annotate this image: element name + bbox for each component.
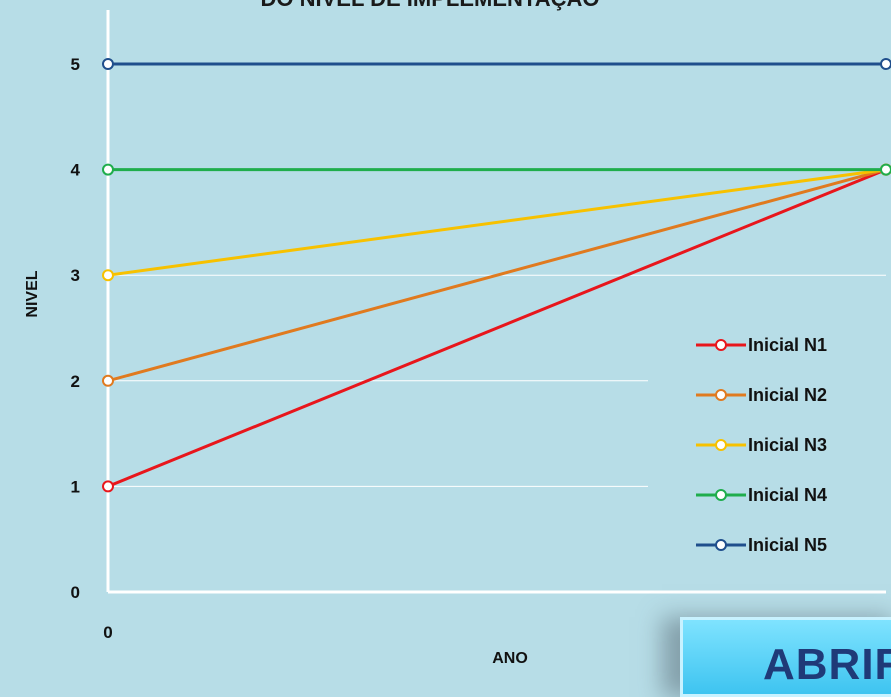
legend-marker-5 xyxy=(715,539,727,551)
data-point-s4-0 xyxy=(102,163,114,176)
legend-marker-3 xyxy=(715,439,727,451)
data-point-s4-1 xyxy=(880,163,891,176)
legend-label-3: Inicial N3 xyxy=(748,435,827,455)
data-point-s1-0 xyxy=(102,480,114,493)
y-tick-label-1: 1 xyxy=(71,477,80,496)
data-point-s5-0 xyxy=(102,58,114,70)
legend-marker-2 xyxy=(715,389,727,401)
y-tick-label-2: 2 xyxy=(71,372,80,391)
line-chart: 0 1 2 3 4 5 0 Inicial N1 Inicial N2 Inicial N3 Ini… xyxy=(71,10,891,642)
y-tick-label-0: 0 xyxy=(71,583,80,602)
chart-title: DO NÍVEL DE IMPLEMENTAÇÃO xyxy=(150,0,710,12)
legend-label-2: Inicial N2 xyxy=(748,385,827,405)
legend-label-4: Inicial N4 xyxy=(748,485,827,505)
legend-marker-4 xyxy=(715,489,727,501)
data-point-s2-0 xyxy=(102,374,114,387)
y-tick-label-5: 5 xyxy=(71,55,80,74)
data-point-s5-1 xyxy=(880,58,891,70)
series-line-2 xyxy=(107,168,887,383)
x-axis-label: ANO xyxy=(492,650,528,667)
series-line-3 xyxy=(107,168,887,277)
y-axis-label: NIVEL xyxy=(24,270,41,318)
legend-label-1: Inicial N1 xyxy=(748,335,827,355)
y-tick-label-3: 3 xyxy=(71,266,80,285)
open-button[interactable]: ABRIR xyxy=(680,617,891,697)
x-tick-label-0: 0 xyxy=(103,623,112,642)
y-tick-label-4: 4 xyxy=(71,161,81,180)
series-line-1 xyxy=(107,168,887,488)
legend-marker-1 xyxy=(715,339,727,351)
data-point-s3-0 xyxy=(102,269,114,282)
legend-label-5: Inicial N5 xyxy=(748,535,827,555)
open-button-label: ABRIR xyxy=(763,640,891,689)
